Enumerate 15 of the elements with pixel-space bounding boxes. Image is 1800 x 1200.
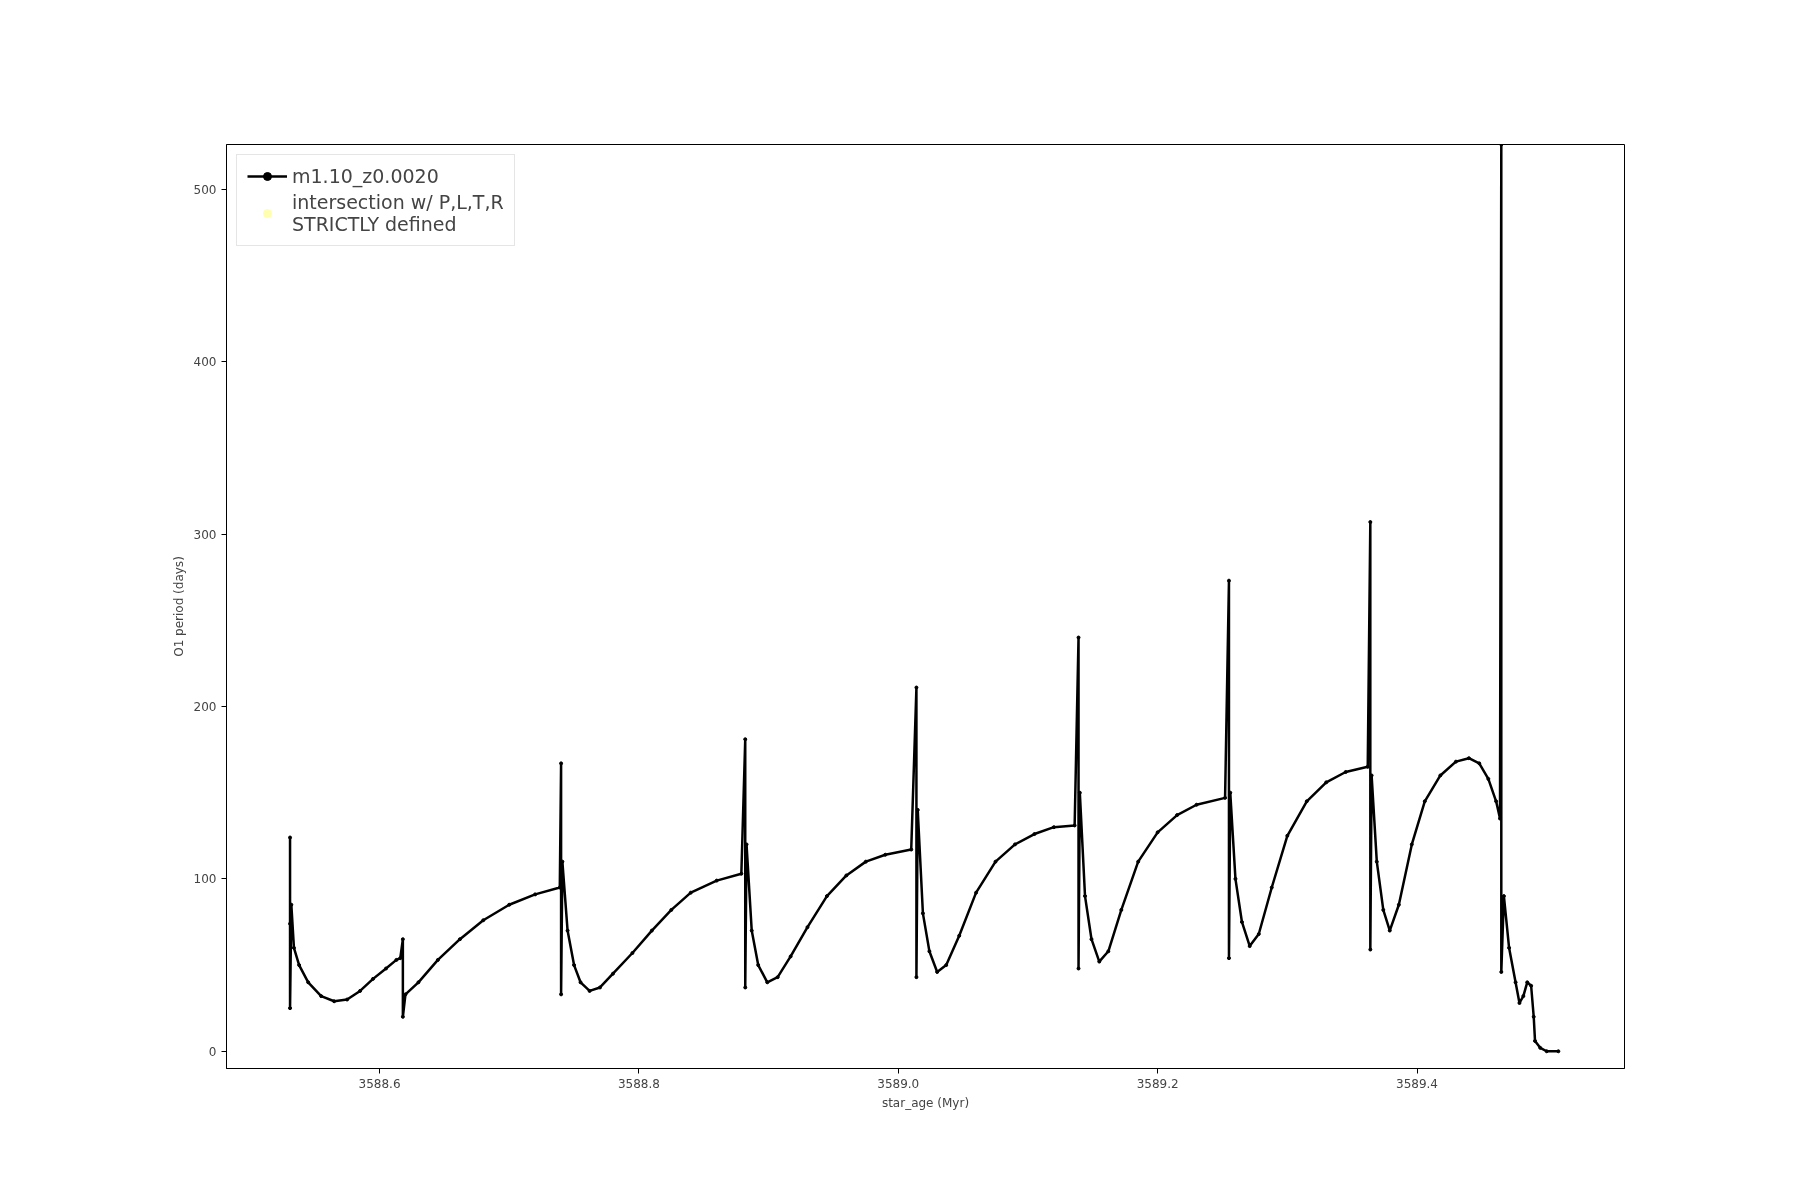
y-tick-label: 500 [193, 182, 217, 197]
x-tick-label: 3588.6 [358, 1076, 401, 1091]
x-axis-title: star_age (Myr) [881, 1095, 970, 1110]
legend-label: m1.10_z0.0020 [292, 165, 439, 187]
legend-label: intersection w/ P,L,T,R STRICTLY defined [292, 191, 504, 235]
x-tick-label: 3588.8 [617, 1076, 660, 1091]
y-tick-label: 300 [193, 527, 217, 542]
x-tick-label: 3589.0 [877, 1076, 920, 1091]
y-tick-label: 400 [193, 355, 217, 370]
y-tick-label: 200 [193, 699, 217, 714]
x-tick-label: 3589.4 [1396, 1076, 1439, 1091]
x-tick-label: 3589.2 [1136, 1076, 1179, 1091]
y-axis-title: O1 period (days) [171, 556, 186, 657]
y-tick-label: 0 [208, 1044, 217, 1059]
y-tick-label: 100 [193, 872, 217, 887]
